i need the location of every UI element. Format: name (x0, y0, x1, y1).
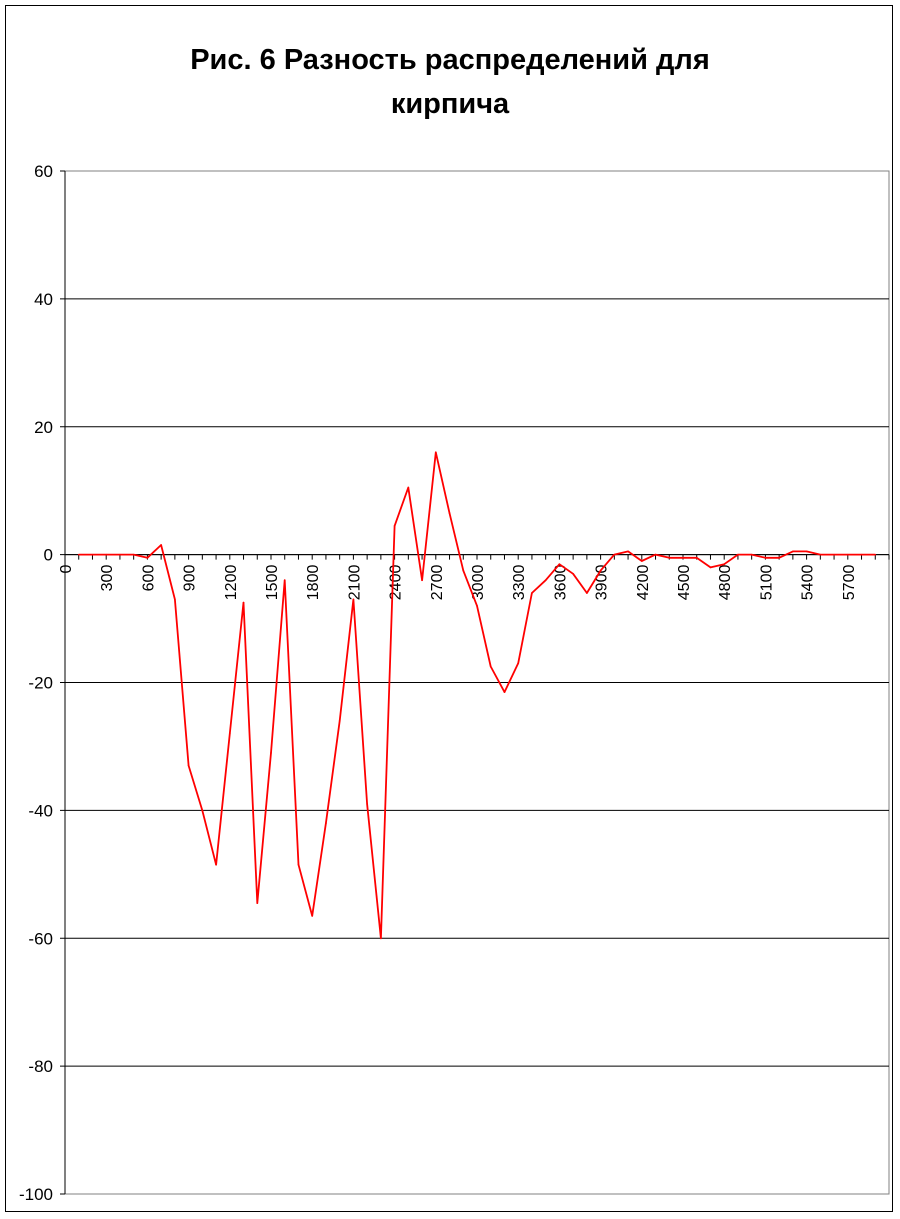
data-point (517, 662, 519, 665)
x-tick-label: 2400 (388, 565, 405, 601)
data-point (833, 553, 835, 556)
data-point (682, 557, 684, 559)
y-tick-label: -40 (28, 801, 53, 820)
y-tick-label: -60 (28, 929, 53, 948)
data-point (297, 863, 300, 866)
x-tick-label: 300 (99, 565, 116, 592)
x-tick-label: 5400 (800, 565, 817, 601)
data-point (723, 563, 725, 566)
data-point (572, 573, 574, 575)
data-point (860, 553, 863, 556)
data-point (613, 553, 616, 556)
x-tick-label: 2700 (429, 565, 446, 601)
data-point (393, 525, 396, 527)
data-point (476, 604, 478, 607)
data-point (242, 601, 245, 604)
data-point (229, 732, 231, 735)
data-point (380, 937, 382, 940)
series-line (78, 451, 876, 940)
data-point (119, 553, 121, 556)
data-point (503, 691, 506, 693)
x-tick-label: 4200 (635, 565, 652, 601)
data-point (352, 598, 355, 601)
data-point (174, 598, 176, 601)
y-tick-label: -80 (28, 1057, 53, 1076)
x-tick-label: 2100 (346, 565, 363, 601)
data-point (874, 553, 877, 556)
chart-title-line-2: кирпича (390, 88, 510, 120)
x-tick-label: 3000 (470, 565, 487, 601)
data-point (270, 752, 272, 754)
chart-title-line-1: Рис. 6 Разность распределений для (190, 44, 710, 76)
data-point (77, 553, 80, 556)
data-point (366, 803, 368, 805)
data-point (778, 557, 780, 559)
data-point (338, 720, 341, 722)
data-point (448, 512, 451, 514)
data-point (668, 557, 671, 559)
data-point (407, 486, 410, 489)
data-point (132, 553, 135, 556)
y-tick-label: -100 (19, 1185, 53, 1204)
data-point (489, 665, 492, 668)
data-point (160, 544, 162, 546)
x-tick-label: 1800 (305, 565, 322, 601)
data-point (558, 563, 561, 566)
data-point (283, 579, 286, 581)
data-point (599, 569, 602, 572)
x-tick-label: 4800 (717, 565, 734, 601)
x-tick-label: 5700 (841, 565, 858, 601)
data-point (695, 557, 698, 559)
data-point (91, 553, 94, 556)
data-point (256, 902, 259, 904)
x-tick-label: 4500 (676, 565, 693, 601)
x-tick-label: 1200 (223, 565, 240, 601)
data-point (201, 809, 204, 812)
data-point (105, 553, 107, 556)
data-point (311, 915, 314, 917)
data-point (531, 592, 533, 594)
data-point (654, 553, 657, 556)
y-tick-label: -20 (28, 674, 53, 693)
data-point (750, 553, 753, 556)
x-tick-label: 5100 (758, 565, 775, 601)
data-point (435, 451, 437, 454)
data-point (215, 863, 217, 866)
data-point (325, 822, 327, 824)
chart-area (5, 5, 893, 1212)
x-tick-label: 3600 (552, 565, 569, 601)
data-point (847, 553, 849, 556)
x-tick-label: 0 (58, 565, 75, 574)
data-point (641, 560, 643, 562)
x-tick-label: 1500 (264, 565, 281, 601)
data-point (462, 569, 465, 572)
data-point (544, 579, 547, 581)
data-point (421, 579, 423, 581)
y-tick-label: 60 (34, 162, 53, 181)
data-point (586, 592, 588, 594)
y-tick-label: 0 (44, 546, 53, 565)
data-point (764, 557, 767, 559)
x-tick-label: 900 (182, 565, 199, 592)
data-point (627, 550, 629, 553)
data-point (187, 764, 190, 767)
data-point (819, 553, 822, 556)
chart-title: Рис. 6 Разность распределений для кирпич… (0, 38, 900, 126)
y-tick-label: 40 (34, 290, 53, 309)
x-tick-label: 3300 (511, 565, 528, 601)
x-tick-label: 600 (140, 565, 157, 592)
data-point (709, 566, 712, 569)
data-point (805, 550, 808, 553)
data-point (146, 557, 149, 559)
data-point (737, 553, 739, 556)
data-point (792, 550, 794, 553)
y-tick-label: 20 (34, 418, 53, 437)
